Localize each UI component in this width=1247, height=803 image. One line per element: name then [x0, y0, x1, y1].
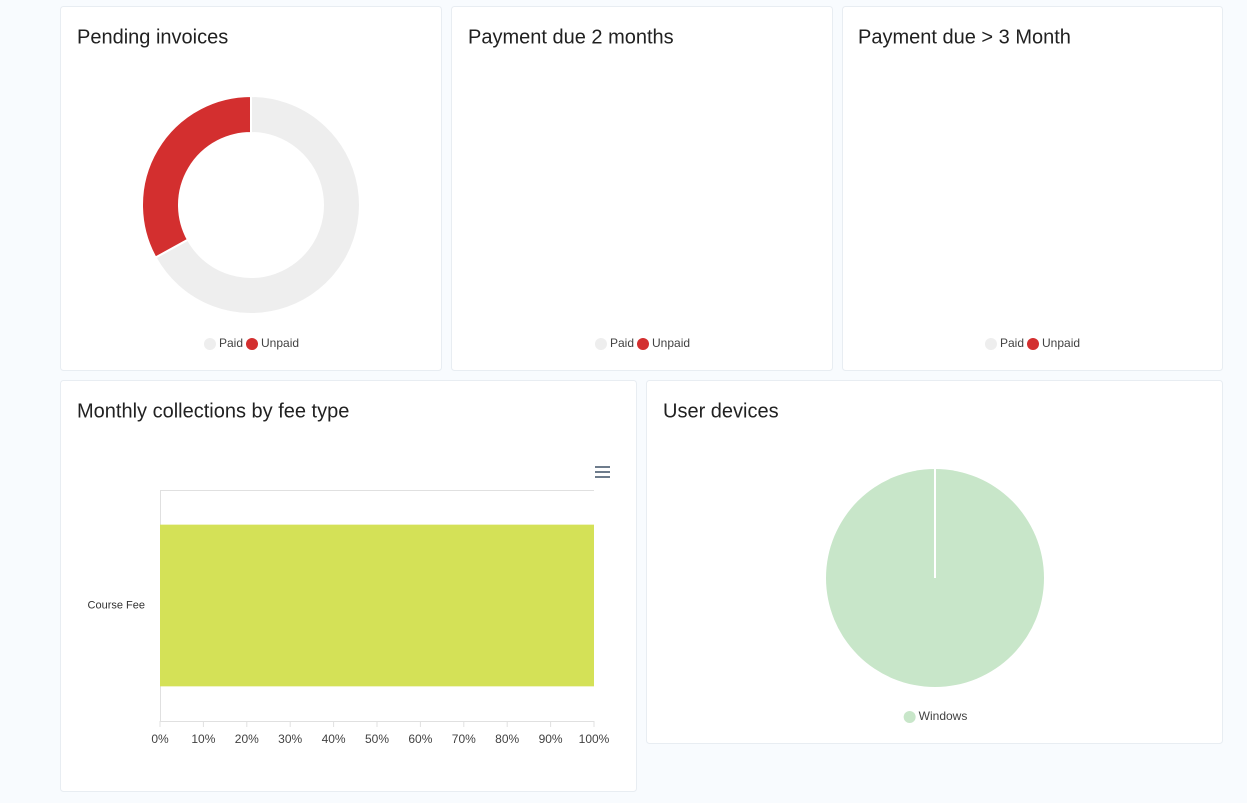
x-tick-label: 80%	[495, 732, 519, 746]
menu-icon[interactable]	[595, 466, 610, 478]
pie-slice	[141, 94, 252, 259]
x-tick-label: 70%	[452, 732, 476, 746]
x-tick-label: 10%	[191, 732, 215, 746]
chart-title: Payment due 2 months	[468, 26, 674, 48]
legend-marker	[637, 338, 649, 350]
x-tick-label: 90%	[539, 732, 563, 746]
legend-label: Windows	[919, 709, 968, 723]
x-tick-label: 20%	[235, 732, 259, 746]
card	[60, 6, 442, 371]
x-tick-label: 100%	[579, 732, 610, 746]
chart-title: Monthly collections by fee type	[77, 400, 349, 422]
legend-label: Unpaid	[1042, 336, 1080, 350]
card	[842, 6, 1223, 371]
x-tick-label: 0%	[151, 732, 169, 746]
legend-marker	[246, 338, 258, 350]
x-tick-label: 40%	[322, 732, 346, 746]
legend-marker	[984, 338, 997, 350]
legend-marker	[903, 711, 916, 723]
legend-marker	[1027, 338, 1039, 350]
x-tick-label: 50%	[365, 732, 389, 746]
legend-label: Unpaid	[652, 336, 690, 350]
legend-label: Paid	[219, 336, 243, 350]
x-tick-label: 30%	[278, 732, 302, 746]
legend-label: Unpaid	[261, 336, 299, 350]
bar	[160, 524, 594, 687]
x-tick-label: 60%	[408, 732, 432, 746]
cards	[60, 6, 1223, 792]
pie-slice	[154, 94, 361, 315]
y-tick-label: Course Fee	[88, 599, 145, 611]
chart-title: Payment due > 3 Month	[858, 26, 1071, 48]
legend-label: Paid	[610, 336, 634, 350]
legend-marker	[203, 338, 216, 350]
chart-title: User devices	[663, 400, 779, 422]
card	[451, 6, 833, 371]
chart-title: Pending invoices	[77, 26, 228, 48]
legend-label: Paid	[1000, 336, 1024, 350]
legend-marker	[594, 338, 607, 350]
